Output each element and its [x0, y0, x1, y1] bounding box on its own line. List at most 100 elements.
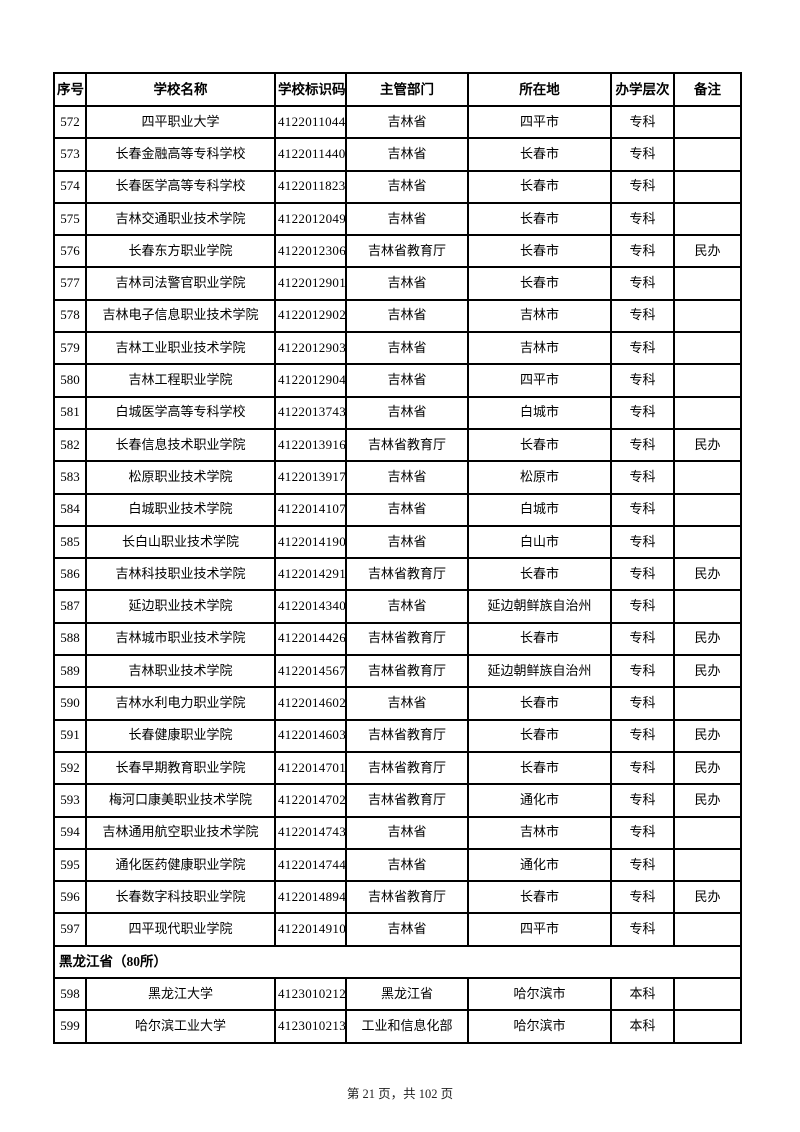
- cell-school-name: 通化医药健康职业学院: [85, 847, 276, 883]
- cell-level: 专科: [610, 718, 675, 753]
- school-list-table: 序号 学校名称 学校标识码 主管部门 所在地 办学层次 备注 572 四平职业大学 412201…: [53, 72, 742, 1044]
- cell-school-code: 4122012049: [274, 201, 347, 237]
- table-row: 574 长春医学高等专科学校 4122011823 吉林省 长春市 专科: [53, 169, 742, 204]
- cell-index: 595: [53, 847, 87, 883]
- cell-note: 民办: [673, 750, 742, 786]
- cell-index: 576: [53, 234, 87, 269]
- cell-school-code: 4122014743: [274, 815, 347, 850]
- table-row: 577 吉林司法警官职业学院 4122012901 吉林省 长春市 专科: [53, 266, 742, 301]
- cell-school-name: 长春金融高等专科学校: [85, 137, 276, 172]
- cell-level: 专科: [610, 492, 675, 527]
- table-row: 596 长春数字科技职业学院 4122014894 吉林省教育厅 长春市 专科 民办: [53, 880, 742, 915]
- cell-index: 579: [53, 331, 87, 366]
- cell-level: 本科: [610, 977, 675, 1012]
- cell-location: 白城市: [467, 395, 612, 430]
- cell-location: 长春市: [467, 557, 612, 592]
- cell-note: 民办: [673, 718, 742, 753]
- cell-level: 专科: [610, 169, 675, 204]
- cell-note: [673, 137, 742, 172]
- cell-index: 586: [53, 557, 87, 592]
- cell-index: 589: [53, 654, 87, 689]
- cell-school-code: 4122014894: [274, 880, 347, 915]
- cell-location: 长春市: [467, 137, 612, 172]
- cell-school-name: 梅河口康美职业技术学院: [85, 783, 276, 818]
- cell-school-name: 白城医学高等专科学校: [85, 395, 276, 430]
- cell-level: 专科: [610, 686, 675, 721]
- cell-department: 吉林省: [345, 847, 469, 883]
- cell-level: 专科: [610, 912, 675, 947]
- cell-school-name: 长春早期教育职业学院: [85, 750, 276, 786]
- cell-location: 长春市: [467, 621, 612, 657]
- cell-level: 专科: [610, 363, 675, 398]
- cell-school-code: 4122011044: [274, 104, 347, 140]
- cell-index: 582: [53, 427, 87, 463]
- cell-school-code: 4122014340: [274, 589, 347, 624]
- cell-department: 吉林省: [345, 524, 469, 560]
- cell-level: 专科: [610, 201, 675, 237]
- cell-department: 吉林省教育厅: [345, 783, 469, 818]
- cell-school-name: 哈尔滨工业大学: [85, 1009, 276, 1044]
- cell-level: 专科: [610, 815, 675, 850]
- cell-school-name: 延边职业技术学院: [85, 589, 276, 624]
- cell-location: 哈尔滨市: [467, 977, 612, 1012]
- cell-level: 专科: [610, 621, 675, 657]
- cell-school-name: 长春医学高等专科学校: [85, 169, 276, 204]
- cell-department: 吉林省: [345, 137, 469, 172]
- cell-location: 松原市: [467, 460, 612, 495]
- cell-location: 长春市: [467, 880, 612, 915]
- cell-department: 吉林省: [345, 912, 469, 947]
- cell-note: [673, 815, 742, 850]
- cell-level: 专科: [610, 524, 675, 560]
- cell-note: 民办: [673, 621, 742, 657]
- cell-school-code: 4122014426: [274, 621, 347, 657]
- cell-index: 596: [53, 880, 87, 915]
- table-row: 588 吉林城市职业技术学院 4122014426 吉林省教育厅 长春市 专科 民办: [53, 621, 742, 657]
- cell-index: 581: [53, 395, 87, 430]
- table-row: 589 吉林职业技术学院 4122014567 吉林省教育厅 延边朝鲜族自治州 专科 民办: [53, 654, 742, 689]
- cell-index: 593: [53, 783, 87, 818]
- cell-level: 专科: [610, 298, 675, 334]
- cell-department: 吉林省教育厅: [345, 750, 469, 786]
- column-header-note: 备注: [673, 72, 742, 107]
- cell-school-name: 长白山职业技术学院: [85, 524, 276, 560]
- cell-index: 584: [53, 492, 87, 527]
- cell-index: 597: [53, 912, 87, 947]
- table-row: 572 四平职业大学 4122011044 吉林省 四平市 专科: [53, 104, 742, 140]
- cell-location: 长春市: [467, 201, 612, 237]
- cell-department: 吉林省: [345, 169, 469, 204]
- column-header-location: 所在地: [467, 72, 612, 107]
- cell-level: 专科: [610, 331, 675, 366]
- cell-note: [673, 686, 742, 721]
- cell-school-code: 4122014744: [274, 847, 347, 883]
- table-row: 575 吉林交通职业技术学院 4122012049 吉林省 长春市 专科: [53, 201, 742, 237]
- cell-index: 573: [53, 137, 87, 172]
- cell-school-name: 长春东方职业学院: [85, 234, 276, 269]
- cell-level: 专科: [610, 266, 675, 301]
- cell-school-name: 吉林工业职业技术学院: [85, 331, 276, 366]
- cell-school-name: 白城职业技术学院: [85, 492, 276, 527]
- cell-school-code: 4122011440: [274, 137, 347, 172]
- cell-location: 白城市: [467, 492, 612, 527]
- table-row: 591 长春健康职业学院 4122014603 吉林省教育厅 长春市 专科 民办: [53, 718, 742, 753]
- cell-department: 吉林省教育厅: [345, 234, 469, 269]
- cell-school-code: 4122012904: [274, 363, 347, 398]
- cell-location: 长春市: [467, 750, 612, 786]
- cell-department: 工业和信息化部: [345, 1009, 469, 1044]
- cell-note: 民办: [673, 654, 742, 689]
- cell-department: 吉林省: [345, 686, 469, 721]
- table-row: 573 长春金融高等专科学校 4122011440 吉林省 长春市 专科: [53, 137, 742, 172]
- cell-school-code: 4122014291: [274, 557, 347, 592]
- cell-school-name: 四平职业大学: [85, 104, 276, 140]
- table-row: 599 哈尔滨工业大学 4123010213 工业和信息化部 哈尔滨市 本科: [53, 1009, 742, 1044]
- cell-note: [673, 331, 742, 366]
- cell-index: 574: [53, 169, 87, 204]
- cell-note: 民办: [673, 234, 742, 269]
- cell-department: 吉林省: [345, 201, 469, 237]
- cell-index: 588: [53, 621, 87, 657]
- cell-school-code: 4122014107: [274, 492, 347, 527]
- cell-level: 专科: [610, 104, 675, 140]
- cell-level: 专科: [610, 654, 675, 689]
- cell-location: 长春市: [467, 266, 612, 301]
- cell-level: 专科: [610, 880, 675, 915]
- cell-level: 专科: [610, 847, 675, 883]
